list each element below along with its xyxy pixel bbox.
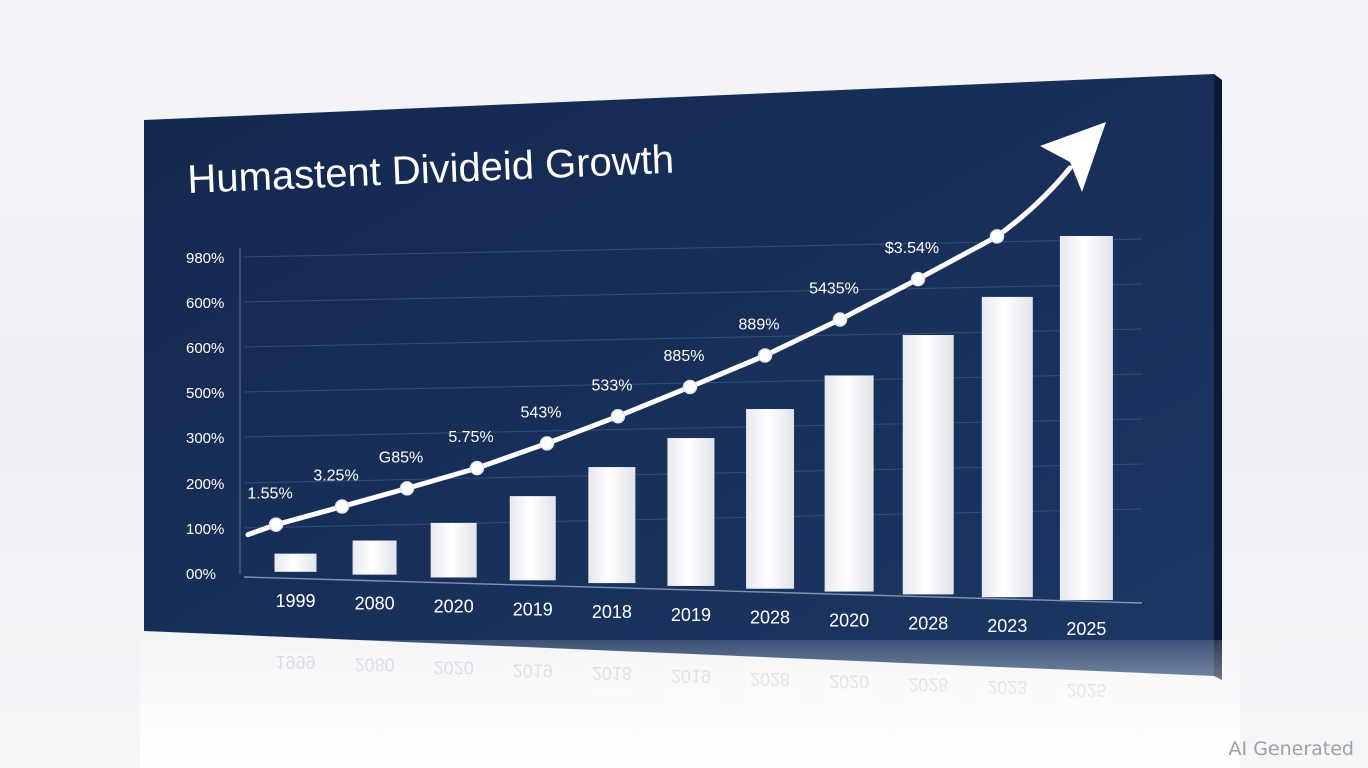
trend-line-group: 1.55% 3.25% G85% 5.75% 543% 533% 885% 889% 5435%…: [245, 122, 1106, 538]
x-tick-label: 2028: [908, 613, 948, 633]
point-label: G85%: [379, 449, 423, 466]
point-label: 889%: [739, 317, 780, 334]
x-axis-ticks: 1999 2080 2020 2019 2018 2019 2028 2020 2028 2023…: [275, 591, 1106, 639]
x-tick-label: 2018: [592, 602, 632, 622]
line-point: [610, 409, 626, 424]
x-tick-label: 1999: [275, 591, 315, 611]
point-label: $3.54%: [885, 240, 939, 257]
line-point: [757, 348, 773, 363]
bar: [981, 296, 1033, 598]
bar: [824, 375, 874, 592]
bar: [352, 540, 397, 575]
bar: [274, 553, 317, 572]
x-tick-label: 2020: [434, 596, 474, 616]
line-point: [399, 481, 415, 496]
x-tick-label: 2028: [750, 608, 790, 628]
point-label: 3.25%: [313, 468, 358, 485]
bar: [902, 335, 954, 595]
gridline: [243, 238, 1143, 258]
y-tick-label: 600%: [186, 295, 224, 312]
bar: [1059, 236, 1113, 601]
line-point: [682, 379, 698, 395]
point-label: 533%: [592, 377, 633, 394]
y-tick-label: 500%: [186, 385, 224, 402]
y-axis-ticks: 00% 100% 200% 300% 500% 600% 600% 980%: [186, 250, 224, 583]
gridline: [243, 283, 1143, 303]
bar: [588, 467, 636, 584]
x-tick-label: 2019: [671, 605, 711, 625]
line-point: [989, 229, 1005, 244]
point-label: 5435%: [809, 281, 859, 298]
y-tick-label: 200%: [186, 476, 224, 493]
y-tick-label: 100%: [186, 521, 224, 538]
bar: [430, 522, 477, 578]
y-tick-label: 600%: [186, 340, 224, 357]
bars-group: [274, 236, 1113, 601]
x-tick-label: 2080: [355, 594, 395, 614]
trend-arrowhead: [1040, 122, 1106, 192]
point-label: 543%: [521, 404, 562, 421]
bar: [667, 438, 715, 586]
line-point: [832, 312, 848, 327]
panel-side: [1214, 74, 1222, 680]
x-axis-line: [243, 576, 1143, 604]
point-label: 5.75%: [448, 429, 493, 446]
x-tick-label: 2020: [829, 611, 869, 631]
x-tick-label: 2023: [987, 616, 1027, 636]
line-point: [268, 517, 284, 532]
point-label: 885%: [664, 348, 705, 365]
x-tick-label: 2025: [1066, 619, 1106, 639]
line-point: [910, 271, 926, 287]
line-point: [334, 499, 350, 514]
bar: [746, 409, 795, 589]
watermark-text: AI Generated: [1228, 738, 1354, 760]
bar: [509, 496, 556, 581]
y-tick-label: 980%: [186, 250, 224, 267]
line-point: [469, 460, 485, 476]
point-label: 1.55%: [247, 486, 292, 503]
line-point: [539, 436, 555, 451]
reflection-fade: [140, 640, 1240, 768]
y-tick-label: 00%: [186, 566, 216, 583]
y-tick-label: 300%: [186, 430, 224, 447]
x-tick-label: 2019: [513, 599, 553, 619]
